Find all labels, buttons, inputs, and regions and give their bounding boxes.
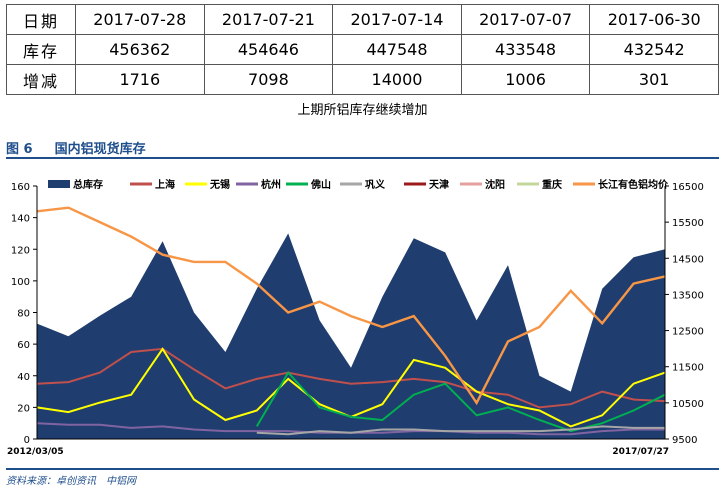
y-tick-label-right: 14500 — [672, 254, 704, 265]
y-tick-label-left: 20 — [17, 403, 30, 414]
value-cell: 447548 — [332, 34, 462, 65]
y-tick-label-right: 11500 — [672, 363, 704, 374]
date-cell: 2017-07-28 — [75, 4, 205, 35]
row-label-cell: 库存 — [6, 34, 76, 65]
source-label: 资料来源：卓创资讯 — [6, 476, 96, 487]
table-caption: 上期所铝库存继续增加 — [297, 103, 428, 118]
y-tick-label-left: 60 — [17, 340, 30, 351]
y-tick-label-left: 100 — [11, 277, 30, 288]
x-end-label: 2017/07/27 — [612, 447, 669, 457]
y-tick-label-left: 140 — [11, 214, 30, 225]
y-tick-label-left: 40 — [17, 372, 30, 383]
x-start-label: 2012/03/05 — [7, 447, 64, 457]
legend-label: 长江有色铝均价 — [598, 178, 669, 191]
date-cell: 2017-06-30 — [589, 4, 719, 35]
value-cell: 14000 — [332, 64, 462, 95]
legend-label: 重庆 — [542, 178, 562, 191]
y-tick-label-right: 15500 — [672, 218, 704, 229]
figure-number: 图 6 — [6, 142, 33, 157]
date-cell: 2017-07-14 — [332, 4, 462, 35]
y-tick-label-left: 160 — [11, 182, 30, 193]
table-row-inventory: 库存 456362 454646 447548 433548 432542 — [6, 34, 719, 65]
date-cell: 2017-07-21 — [203, 4, 334, 35]
legend-label: 总库存 — [73, 178, 103, 191]
series-总库存 — [37, 233, 665, 439]
legend-label: 杭州 — [261, 178, 281, 191]
series-佛山 — [255, 370, 666, 433]
header-label-cell: 日期 — [6, 4, 76, 35]
chart-legend: 总库存 上海 无锡 杭州 佛山 巩义 天津 沈阳 重庆 长江有色铝均价 — [48, 178, 669, 191]
figure-title: 图 6 国内铝现货库存 — [6, 138, 168, 157]
series-上海 — [36, 347, 666, 409]
y-tick-label-right: 13500 — [672, 290, 704, 301]
legend-label: 沈阳 — [485, 178, 505, 191]
y-tick-label-right: 9500 — [672, 435, 697, 446]
legend-swatch — [48, 180, 70, 188]
chart-series — [36, 206, 666, 439]
value-cell: 456362 — [75, 34, 205, 65]
y-tick-label-left: 80 — [17, 309, 30, 320]
legend-label: 上海 — [155, 178, 175, 191]
y-tick-label-left: 120 — [11, 245, 30, 256]
title-divider — [6, 157, 719, 159]
chart-axes: 0 20 40 60 80 100 120 140 160 9500 10500 11500 12500… — [7, 182, 704, 457]
source-org: 中铝网 — [106, 476, 136, 487]
legend-label: 佛山 — [310, 178, 331, 191]
footer-divider — [6, 468, 719, 470]
value-cell: 1006 — [460, 64, 591, 95]
date-cell: 2017-07-07 — [460, 4, 591, 35]
inventory-chart: 0 20 40 60 80 100 120 140 160 9500 10500 11500 12500… — [7, 178, 704, 457]
legend-label: 无锡 — [209, 178, 230, 191]
y-tick-label-right: 12500 — [672, 327, 704, 338]
row-label-cell: 增减 — [6, 64, 76, 95]
value-cell: 1716 — [75, 64, 205, 95]
legend-label: 天津 — [429, 178, 449, 191]
y-tick-label-left: 0 — [24, 435, 30, 446]
value-cell: 433548 — [460, 34, 591, 65]
table-row-change: 增减 1716 7098 14000 1006 301 — [6, 64, 719, 95]
series-长江有色铝均价 — [36, 206, 666, 406]
table-header-row: 日期 2017-07-28 2017-07-21 2017-07-14 2017… — [6, 4, 719, 35]
inventory-table: 日期 2017-07-28 2017-07-21 2017-07-14 2017… — [6, 4, 719, 95]
legend-label: 巩义 — [365, 178, 386, 191]
value-cell: 454646 — [203, 34, 334, 65]
value-cell: 432542 — [589, 34, 719, 65]
y-tick-label-right: 16500 — [672, 182, 704, 193]
series-巩义 — [256, 425, 665, 436]
y-tick-label-right: 10500 — [672, 399, 704, 410]
value-cell: 301 — [589, 64, 719, 95]
value-cell: 7098 — [203, 64, 334, 95]
figure-name: 国内铝现货库存 — [54, 142, 146, 157]
source-note: 资料来源：卓创资讯 中铝网 — [6, 472, 146, 487]
